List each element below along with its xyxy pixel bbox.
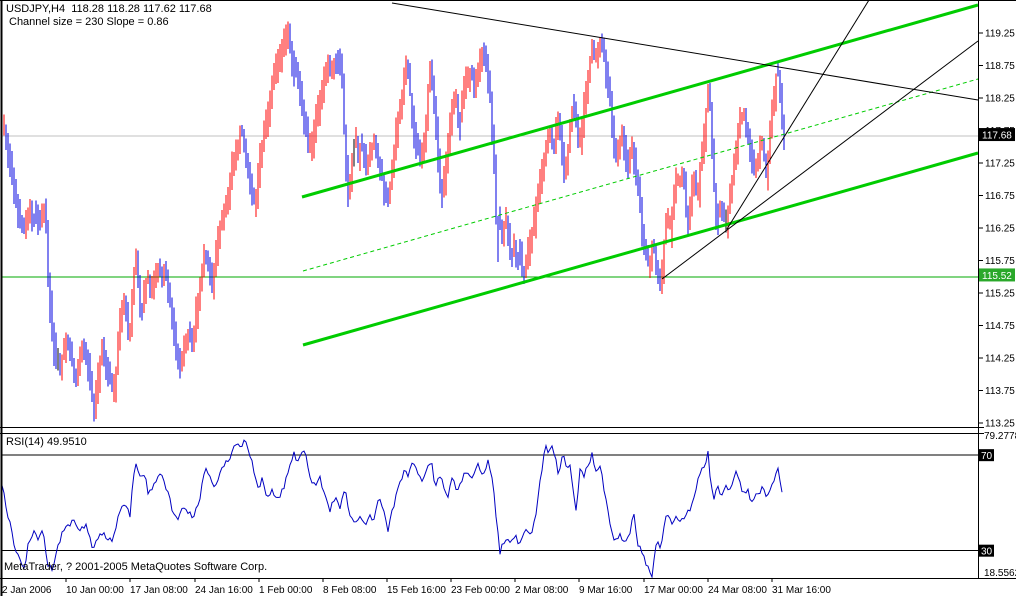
price-tick-label: 115.25 xyxy=(985,289,1015,300)
price-tick-label: 114.75 xyxy=(985,321,1015,332)
price-tick-label: 115.75 xyxy=(985,256,1015,267)
time-tick-label: 23 Feb 00:00 xyxy=(451,585,510,596)
time-tick-label: 10 Jan 00:00 xyxy=(66,585,124,596)
time-tick-label: 17 Jan 08:00 xyxy=(130,585,188,596)
trendline-ascending-steep xyxy=(726,0,870,230)
time-tick-label: 9 Mar 16:00 xyxy=(579,585,633,596)
time-tick-label: 24 Jan 16:00 xyxy=(195,585,253,596)
time-tick-label: 1 Feb 00:00 xyxy=(259,585,313,596)
price-tick-label: 116.75 xyxy=(985,191,1015,202)
price-tick-label: 116.25 xyxy=(985,224,1015,235)
time-tick-label: 2 Jan 2006 xyxy=(2,585,52,596)
time-tick-label: 15 Feb 16:00 xyxy=(387,585,446,596)
trendline-ascending-long xyxy=(661,40,979,280)
time-tick-label: 8 Feb 08:00 xyxy=(323,585,377,596)
channel-lower-line xyxy=(302,151,979,347)
channel-median-line xyxy=(302,78,979,272)
rsi-min-label: 18.5562 xyxy=(984,568,1016,579)
price-tick-label: 117.25 xyxy=(985,159,1015,170)
rsi-level-badge-70: 70 xyxy=(981,451,993,462)
price-tick-label: 114.25 xyxy=(985,354,1015,365)
price-tick-label: 119.25 xyxy=(985,29,1015,40)
time-tick-label: 17 Mar 00:00 xyxy=(644,585,703,596)
level-price-badge: 115.52 xyxy=(982,271,1012,282)
level-price-badge-bg xyxy=(979,268,1015,282)
time-tick-label: 2 Mar 08:00 xyxy=(515,585,569,596)
rsi-level-badge-bg xyxy=(979,449,994,462)
current-price-badge: 117.68 xyxy=(982,131,1012,142)
price-tick-label: 113.25 xyxy=(985,419,1015,430)
panel-splitter[interactable] xyxy=(0,427,978,434)
rsi-curve xyxy=(1,439,783,579)
price-tick-label: 118.25 xyxy=(985,94,1015,105)
time-tick-label: 31 Mar 16:00 xyxy=(772,585,831,596)
time-tick-label: 24 Mar 08:00 xyxy=(708,585,767,596)
current-price-badge-bg xyxy=(979,128,1015,142)
rsi-level-badge-30: 30 xyxy=(981,547,993,558)
trendline-descending xyxy=(391,2,979,101)
channel-upper-line xyxy=(301,3,979,199)
rsi-max-label: 79.2778 xyxy=(984,431,1016,442)
rsi-level-badge-bg xyxy=(979,544,994,557)
price-tick-label: 118.75 xyxy=(985,61,1015,72)
price-tick-label: 113.75 xyxy=(985,386,1015,397)
